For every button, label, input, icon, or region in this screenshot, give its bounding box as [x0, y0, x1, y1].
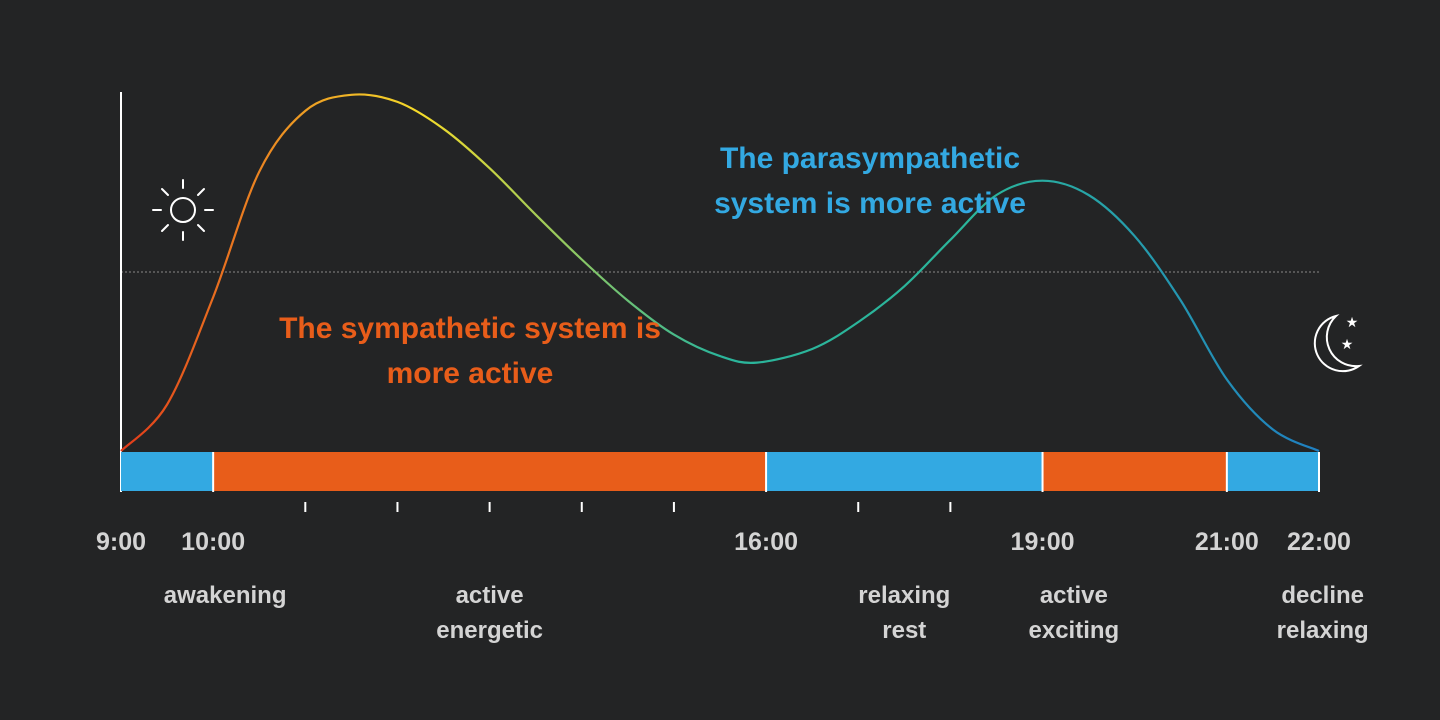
segment-parasympathetic — [121, 452, 214, 491]
sun-icon — [152, 179, 214, 241]
time-label: 19:00 — [1010, 528, 1075, 556]
time-label: 10:00 — [181, 528, 246, 556]
svg-text:★: ★ — [1341, 337, 1354, 353]
phase-label-line: relaxing — [1276, 617, 1369, 644]
sympathetic-annotation-line2: more active — [386, 357, 554, 390]
time-label: 9:00 — [95, 528, 147, 556]
activity-curve — [120, 93, 1320, 453]
phase-label-line: rest — [882, 617, 927, 644]
phase-label: awakening — [164, 578, 287, 613]
time-label: 16:00 — [734, 528, 799, 556]
phase-label-line: energetic — [436, 617, 543, 644]
phase-label: active energetic — [436, 578, 543, 648]
parasympathetic-annotation-line1: The parasympathetic — [719, 142, 1021, 175]
phase-label-line: awakening — [163, 582, 287, 609]
svg-text:★: ★ — [1346, 315, 1359, 331]
segment-parasympathetic — [766, 452, 1043, 491]
phase-label-line: active — [455, 582, 524, 609]
phase-label: active exciting — [1029, 578, 1120, 648]
segment-parasympathetic — [1226, 452, 1319, 491]
phase-label-line: active — [1039, 582, 1108, 609]
phase-label: decline relaxing — [1277, 578, 1369, 648]
segment-sympathetic — [213, 452, 767, 491]
time-label: 22:00 — [1287, 528, 1351, 556]
parasympathetic-annotation: The parasympathetic system is more activ… — [660, 136, 1080, 226]
phase-label-line: decline — [1281, 582, 1365, 609]
phase-label: relaxing rest — [858, 578, 950, 648]
timeline-bar — [121, 452, 1319, 491]
moon-stars-icon: ★ ★ — [1313, 314, 1363, 373]
phase-label-line: relaxing — [858, 582, 951, 609]
timeline-ticks — [212, 452, 1320, 512]
phase-label-line: exciting — [1028, 617, 1120, 644]
time-label: 21:00 — [1194, 528, 1259, 556]
sympathetic-annotation-line1: The sympathetic system is — [279, 312, 661, 345]
segment-sympathetic — [1042, 452, 1227, 491]
parasympathetic-annotation-line2: system is more active — [714, 187, 1026, 220]
sympathetic-annotation: The sympathetic system is more active — [230, 306, 710, 396]
